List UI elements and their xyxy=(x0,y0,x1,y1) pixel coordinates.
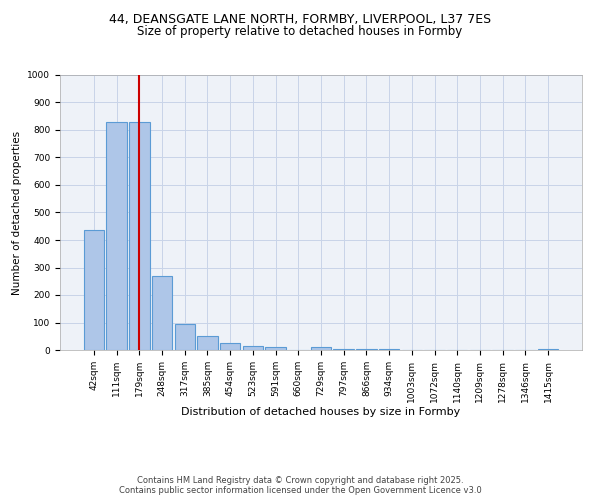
Bar xyxy=(175,324,195,350)
Y-axis label: Number of detached properties: Number of detached properties xyxy=(12,130,22,294)
Bar xyxy=(84,230,104,350)
Text: Size of property relative to detached houses in Formby: Size of property relative to detached ho… xyxy=(137,25,463,38)
Text: 44, DEANSGATE LANE NORTH, FORMBY, LIVERPOOL, L37 7ES: 44, DEANSGATE LANE NORTH, FORMBY, LIVERP… xyxy=(109,12,491,26)
Text: Contains public sector information licensed under the Open Government Licence v3: Contains public sector information licen… xyxy=(119,486,481,495)
Bar xyxy=(334,348,354,350)
Text: Contains HM Land Registry data © Crown copyright and database right 2025.: Contains HM Land Registry data © Crown c… xyxy=(137,476,463,485)
X-axis label: Distribution of detached houses by size in Formby: Distribution of detached houses by size … xyxy=(181,408,461,418)
Bar xyxy=(311,347,331,350)
Bar xyxy=(538,348,558,350)
Bar xyxy=(242,346,263,350)
Bar xyxy=(129,122,149,350)
Bar xyxy=(152,276,172,350)
Text: 44 DEANSGATE LANE NORTH: 152sqm
← 60% of detached houses are smaller (1,021)
40%: 44 DEANSGATE LANE NORTH: 152sqm ← 60% of… xyxy=(0,499,1,500)
Bar xyxy=(379,348,400,350)
Bar xyxy=(106,122,127,350)
Bar xyxy=(265,347,286,350)
Bar xyxy=(220,343,241,350)
Bar xyxy=(197,336,218,350)
Bar xyxy=(356,348,377,350)
